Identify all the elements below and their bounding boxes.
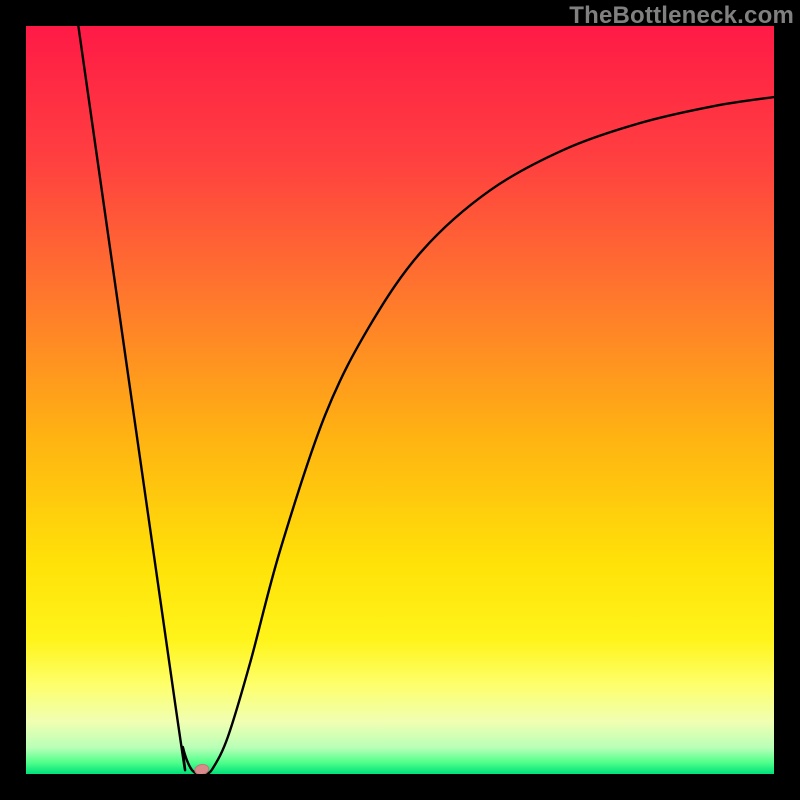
chart-container: TheBottleneck.com — [0, 0, 800, 800]
bottleneck-curve-chart — [26, 26, 774, 774]
plot-area — [26, 26, 774, 774]
gradient-background — [26, 26, 774, 774]
watermark-label: TheBottleneck.com — [569, 2, 794, 30]
